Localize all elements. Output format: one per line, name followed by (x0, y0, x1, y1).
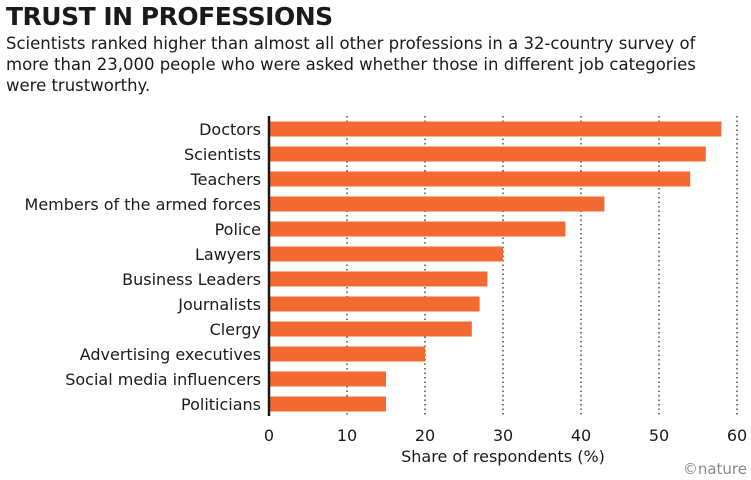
x-tick-label: 20 (415, 426, 435, 445)
category-label: Scientists (184, 145, 261, 164)
bar (269, 296, 480, 312)
x-tick-label: 30 (493, 426, 513, 445)
chart-subtitle: Scientists ranked higher than almost all… (6, 34, 696, 95)
x-tick-label: 60 (727, 426, 747, 445)
category-label: Social media influencers (65, 370, 261, 389)
x-axis-label: Share of respondents (%) (401, 447, 605, 466)
bar (269, 371, 386, 387)
x-tick-label: 0 (264, 426, 274, 445)
nature-credit: ©nature (682, 460, 747, 478)
bar (269, 196, 605, 212)
bar (269, 346, 425, 362)
bar (269, 121, 722, 137)
category-label: Members of the armed forces (25, 195, 261, 214)
x-tick-labels: 0 10 20 30 40 50 60 (264, 426, 747, 445)
bars (269, 121, 722, 412)
bar (269, 321, 472, 337)
bar (269, 246, 503, 262)
category-label: Journalists (177, 295, 261, 314)
category-label: Advertising executives (80, 345, 261, 364)
x-tick-label: 10 (337, 426, 357, 445)
bar (269, 146, 706, 162)
chart-title: TRUST IN PROFESSIONS (6, 2, 333, 31)
category-label: Teachers (190, 170, 261, 189)
bar (269, 271, 488, 287)
bar (269, 396, 386, 412)
category-labels: Doctors Scientists Teachers Members of the … (25, 120, 261, 414)
category-label: Politicians (181, 395, 261, 414)
bar (269, 221, 566, 237)
category-label: Business Leaders (122, 270, 261, 289)
category-label: Lawyers (195, 245, 261, 264)
bar (269, 171, 691, 187)
category-label: Clergy (210, 320, 261, 339)
x-tick-label: 50 (649, 426, 669, 445)
x-tick-label: 40 (571, 426, 591, 445)
gridlines (346, 116, 738, 416)
category-label: Police (215, 220, 261, 239)
category-label: Doctors (199, 120, 261, 139)
